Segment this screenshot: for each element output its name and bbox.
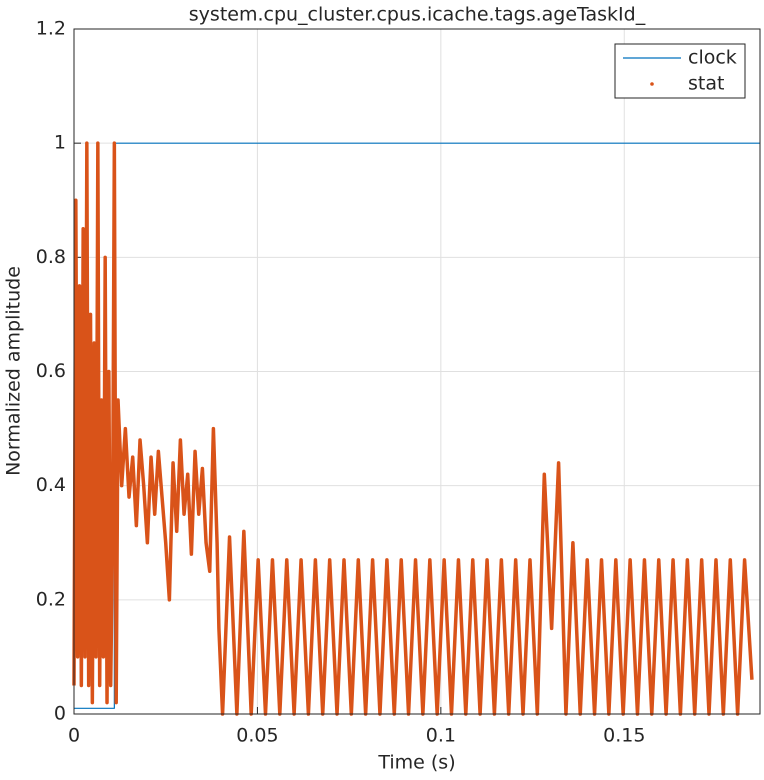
y-tick-label: 0.8: [36, 246, 66, 268]
legend: clock stat: [614, 43, 746, 99]
y-axis-label: Normalized amplitude: [3, 266, 25, 476]
legend-label: stat: [688, 73, 724, 95]
y-tick-label: 0.6: [36, 360, 66, 382]
x-tick-label: 0: [68, 725, 80, 747]
y-tick-label: 0: [54, 703, 66, 725]
legend-marker: [650, 82, 654, 86]
chart-title: system.cpu_cluster.cpus.icache.tags.ageT…: [189, 4, 646, 26]
axes-box: [73, 28, 761, 715]
y-tick-label: 0.2: [36, 588, 66, 610]
x-tick-label: 0.05: [236, 725, 278, 747]
y-tick-label: 1: [54, 132, 66, 154]
x-tick-label: 0.15: [603, 725, 645, 747]
legend-label: clock: [688, 47, 737, 69]
y-tick-label: 0.4: [36, 474, 66, 496]
series-line: [72, 141, 754, 716]
x-tick-label: 0.1: [426, 725, 456, 747]
legend-box: [614, 43, 746, 99]
y-tick-label: 1.2: [36, 18, 66, 40]
x-axis-label: Time (s): [377, 752, 455, 774]
